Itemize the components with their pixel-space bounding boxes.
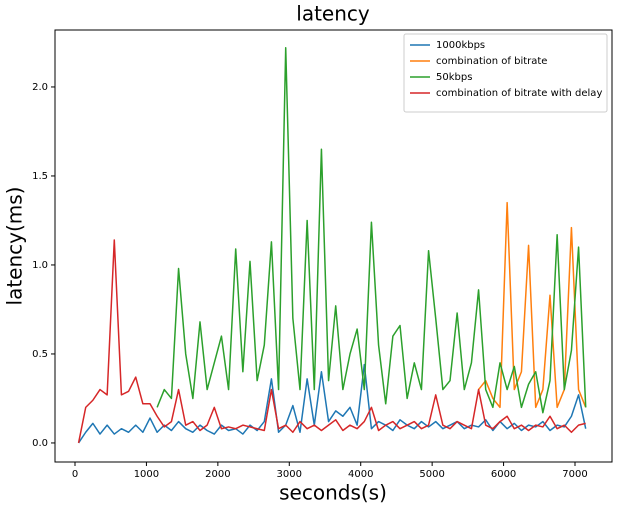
legend-label: combination of bitrate [436, 56, 547, 67]
y-tick-label: 1.0 [32, 260, 48, 271]
y-tick-label: 1.5 [32, 171, 48, 182]
y-tick-label: 0.0 [32, 438, 48, 449]
x-tick-label: 1000 [134, 469, 159, 480]
x-tick-label: 5000 [419, 469, 444, 480]
y-axis-label: latency(ms) [3, 187, 27, 306]
y-tick-label: 0.5 [32, 349, 48, 360]
x-tick-label: 7000 [562, 469, 587, 480]
plot-frame [54, 29, 613, 463]
y-tick-label: 2.0 [32, 82, 48, 93]
x-tick-label: 2000 [205, 469, 230, 480]
series-line [156, 47, 587, 414]
series-line [477, 201, 587, 409]
legend-label: combination of bitrate with delay [436, 88, 602, 99]
x-tick-label: 3000 [277, 469, 302, 480]
x-tick-label: 6000 [491, 469, 516, 480]
legend-label: 50kbps [436, 72, 472, 83]
legend-label: 1000kbps [436, 40, 485, 51]
x-axis-label: seconds(s) [279, 481, 387, 505]
x-tick-label: 0 [72, 469, 78, 480]
legend-box [403, 33, 608, 113]
chart-title: latency [296, 2, 370, 26]
x-tick-label: 4000 [348, 469, 373, 480]
series-line [77, 239, 586, 444]
